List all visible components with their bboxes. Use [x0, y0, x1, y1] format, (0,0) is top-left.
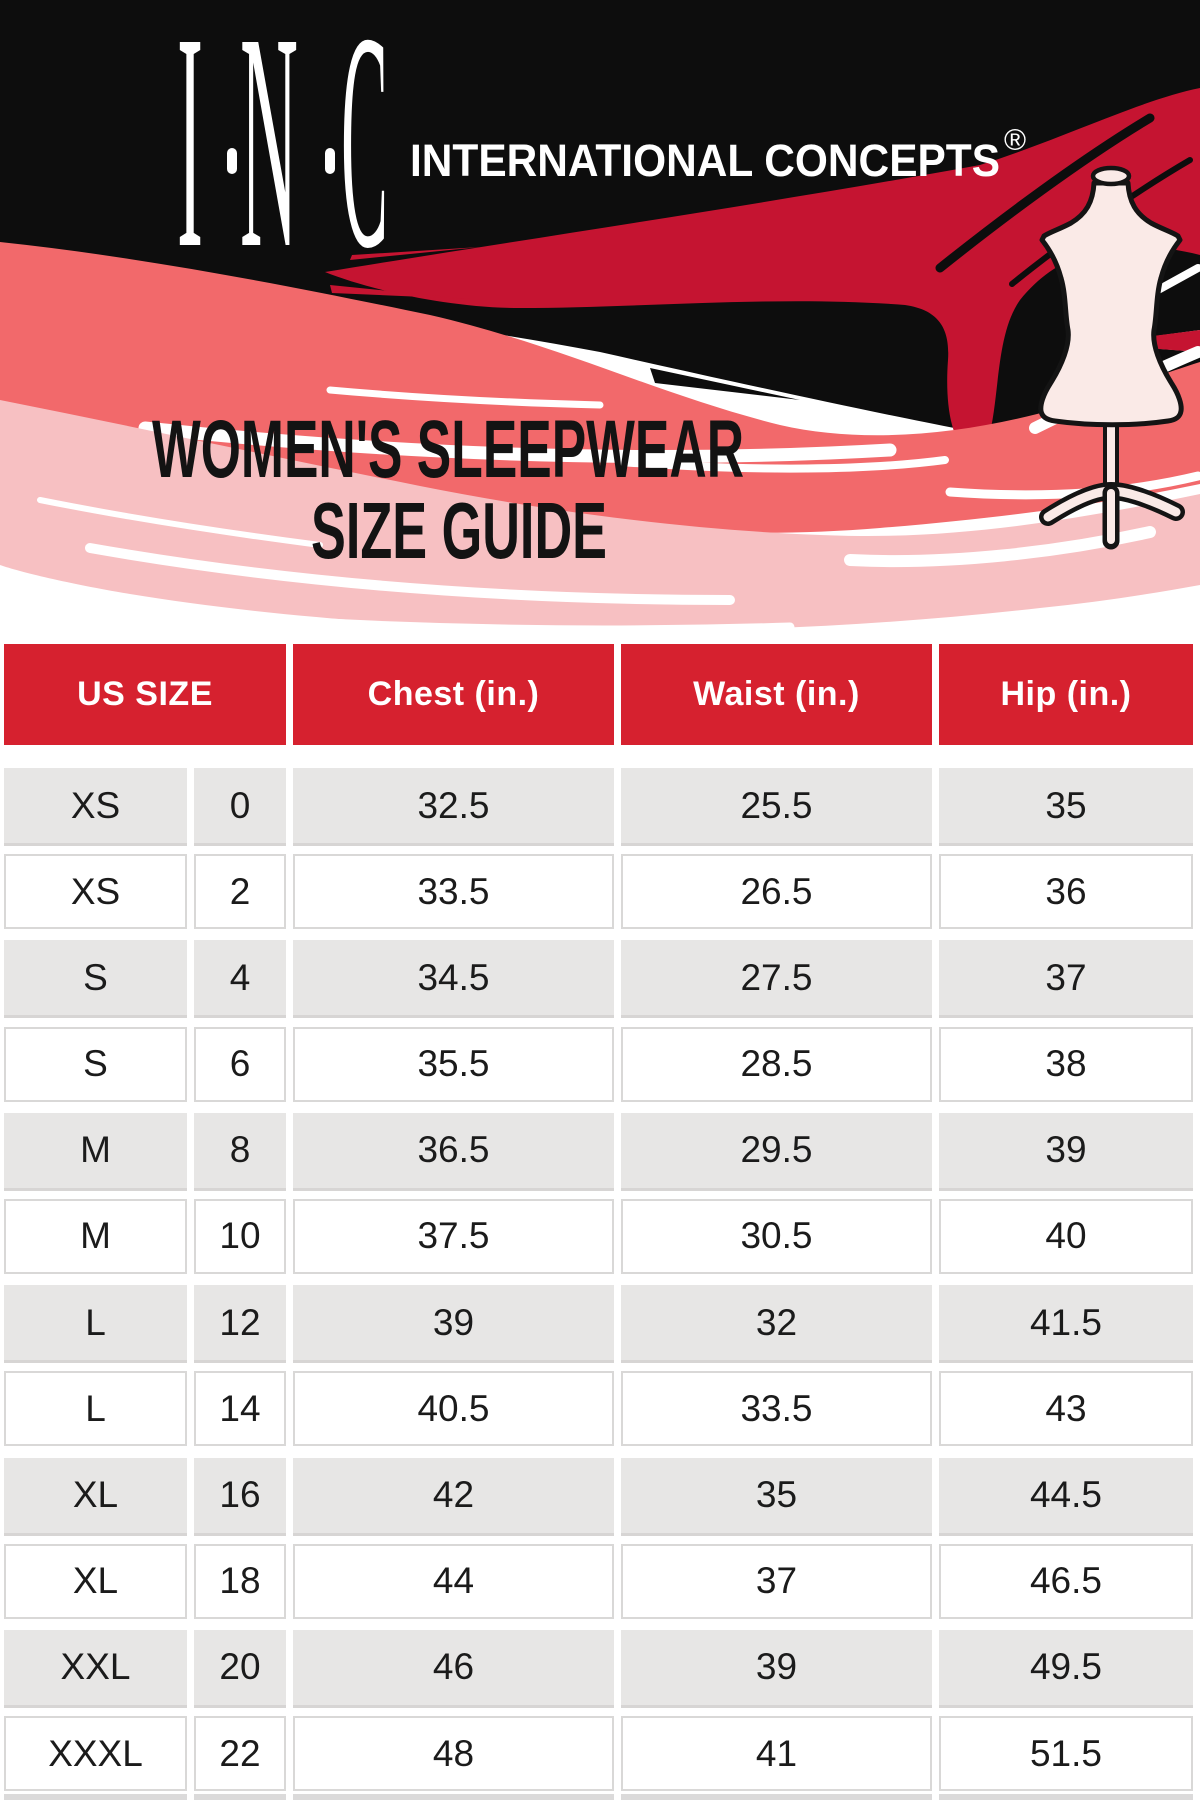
cell-size-label: XXL: [4, 1629, 187, 1705]
table-header-row: US SIZE Chest (in.) Waist (in.) Hip (in.…: [4, 644, 1193, 745]
table-row: L 12 39 32 41.5: [4, 1285, 1193, 1361]
cell-chest: 48: [293, 1716, 614, 1792]
cell-hip: 41.5: [939, 1285, 1193, 1361]
header-us-size: US SIZE: [4, 644, 286, 745]
cropped-row-sliver: [4, 1794, 1193, 1800]
cell-size-label: XXXL: [4, 1716, 187, 1792]
inc-logo-dot: [325, 148, 335, 174]
inc-logo-dot: [227, 148, 237, 174]
cell-size-label: XL: [4, 1543, 187, 1619]
cell-chest: 37.5: [293, 1198, 614, 1274]
registered-trademark-icon: ®: [1004, 124, 1026, 157]
cell-us-number: 16: [194, 1457, 286, 1533]
cell-us-number: 6: [194, 1026, 286, 1102]
table-row: L 14 40.5 33.5 43: [4, 1371, 1193, 1447]
cell-waist: 28.5: [621, 1026, 932, 1102]
table-row: XXXL 22 48 41 51.5: [4, 1716, 1193, 1792]
cell-hip: 49.5: [939, 1629, 1193, 1705]
table-row: XS 2 33.5 26.5 36: [4, 854, 1193, 930]
inc-logo-letter-c: C: [341, 0, 388, 313]
cell-waist: 30.5: [621, 1198, 932, 1274]
header-hip: Hip (in.): [939, 644, 1193, 745]
cell-hip: 39: [939, 1112, 1193, 1188]
table-row: XS 0 32.5 25.5 35: [4, 768, 1193, 843]
black-band: [0, 0, 1200, 450]
cell-chest: 36.5: [293, 1112, 614, 1188]
cell-size-label: XS: [4, 854, 187, 930]
cell-us-number: 4: [194, 940, 286, 1016]
table-row: S 4 34.5 27.5 37: [4, 940, 1193, 1016]
cell-waist: 33.5: [621, 1371, 932, 1447]
brand-wordmark: INTERNATIONAL CONCEPTS: [410, 135, 1000, 186]
cell-chest: 34.5: [293, 940, 614, 1016]
cell-hip: 38: [939, 1026, 1193, 1102]
page-title-line2: SIZE GUIDE: [311, 486, 607, 575]
cell-waist: 32: [621, 1285, 932, 1361]
cell-hip: 35: [939, 768, 1193, 843]
cell-chest: 35.5: [293, 1026, 614, 1102]
cell-us-number: 14: [194, 1371, 286, 1447]
inc-logo-letter-n: N: [240, 0, 298, 313]
cell-us-number: 10: [194, 1198, 286, 1274]
cell-chest: 46: [293, 1629, 614, 1705]
cell-hip: 44.5: [939, 1457, 1193, 1533]
cell-chest: 32.5: [293, 768, 614, 843]
cell-chest: 40.5: [293, 1371, 614, 1447]
cell-us-number: 18: [194, 1543, 286, 1619]
table-row: S 6 35.5 28.5 38: [4, 1026, 1193, 1102]
cell-hip: 36: [939, 854, 1193, 930]
table-row: XXL 20 46 39 49.5: [4, 1629, 1193, 1705]
dress-form-mannequin-icon: [1038, 165, 1185, 550]
cell-size-label: L: [4, 1285, 187, 1361]
page-title-line1: WOMEN'S SLEEPWEAR: [152, 404, 744, 495]
cell-size-label: S: [4, 1026, 187, 1102]
header-chest: Chest (in.): [293, 644, 614, 745]
cell-chest: 39: [293, 1285, 614, 1361]
cell-us-number: 22: [194, 1716, 286, 1792]
cell-size-label: XL: [4, 1457, 187, 1533]
cell-waist: 29.5: [621, 1112, 932, 1188]
black-edge-shard: [650, 368, 800, 400]
table-row: M 10 37.5 30.5 40: [4, 1198, 1193, 1274]
cell-waist: 25.5: [621, 768, 932, 843]
table-row: XL 18 44 37 46.5: [4, 1543, 1193, 1619]
cell-size-label: XS: [4, 768, 187, 843]
table-row: XL 16 42 35 44.5: [4, 1457, 1193, 1533]
size-table: US SIZE Chest (in.) Waist (in.) Hip (in.…: [4, 644, 1193, 1792]
table-row: M 8 36.5 29.5 39: [4, 1112, 1193, 1188]
cell-hip: 40: [939, 1198, 1193, 1274]
cell-hip: 37: [939, 940, 1193, 1016]
header-artwork: I N C INTERNATIONAL CONCEPTS ® WOMEN'S S…: [0, 0, 1200, 635]
cell-waist: 37: [621, 1543, 932, 1619]
cell-size-label: M: [4, 1198, 187, 1274]
inc-logo-letter-i: I: [177, 0, 203, 313]
cell-hip: 46.5: [939, 1543, 1193, 1619]
cell-us-number: 2: [194, 854, 286, 930]
cell-hip: 43: [939, 1371, 1193, 1447]
inc-logo: I N C: [177, 0, 388, 313]
cell-waist: 26.5: [621, 854, 932, 930]
cell-us-number: 20: [194, 1629, 286, 1705]
cell-chest: 33.5: [293, 854, 614, 930]
cell-chest: 44: [293, 1543, 614, 1619]
header-waist: Waist (in.): [621, 644, 932, 745]
cell-waist: 35: [621, 1457, 932, 1533]
cell-us-number: 8: [194, 1112, 286, 1188]
cell-size-label: S: [4, 940, 187, 1016]
cell-hip: 51.5: [939, 1716, 1193, 1792]
cell-waist: 27.5: [621, 940, 932, 1016]
cell-waist: 41: [621, 1716, 932, 1792]
cell-us-number: 0: [194, 768, 286, 843]
cell-size-label: L: [4, 1371, 187, 1447]
coral-brush-stroke: [0, 242, 1200, 533]
cell-chest: 42: [293, 1457, 614, 1533]
cell-size-label: M: [4, 1112, 187, 1188]
cell-waist: 39: [621, 1629, 932, 1705]
cell-us-number: 12: [194, 1285, 286, 1361]
